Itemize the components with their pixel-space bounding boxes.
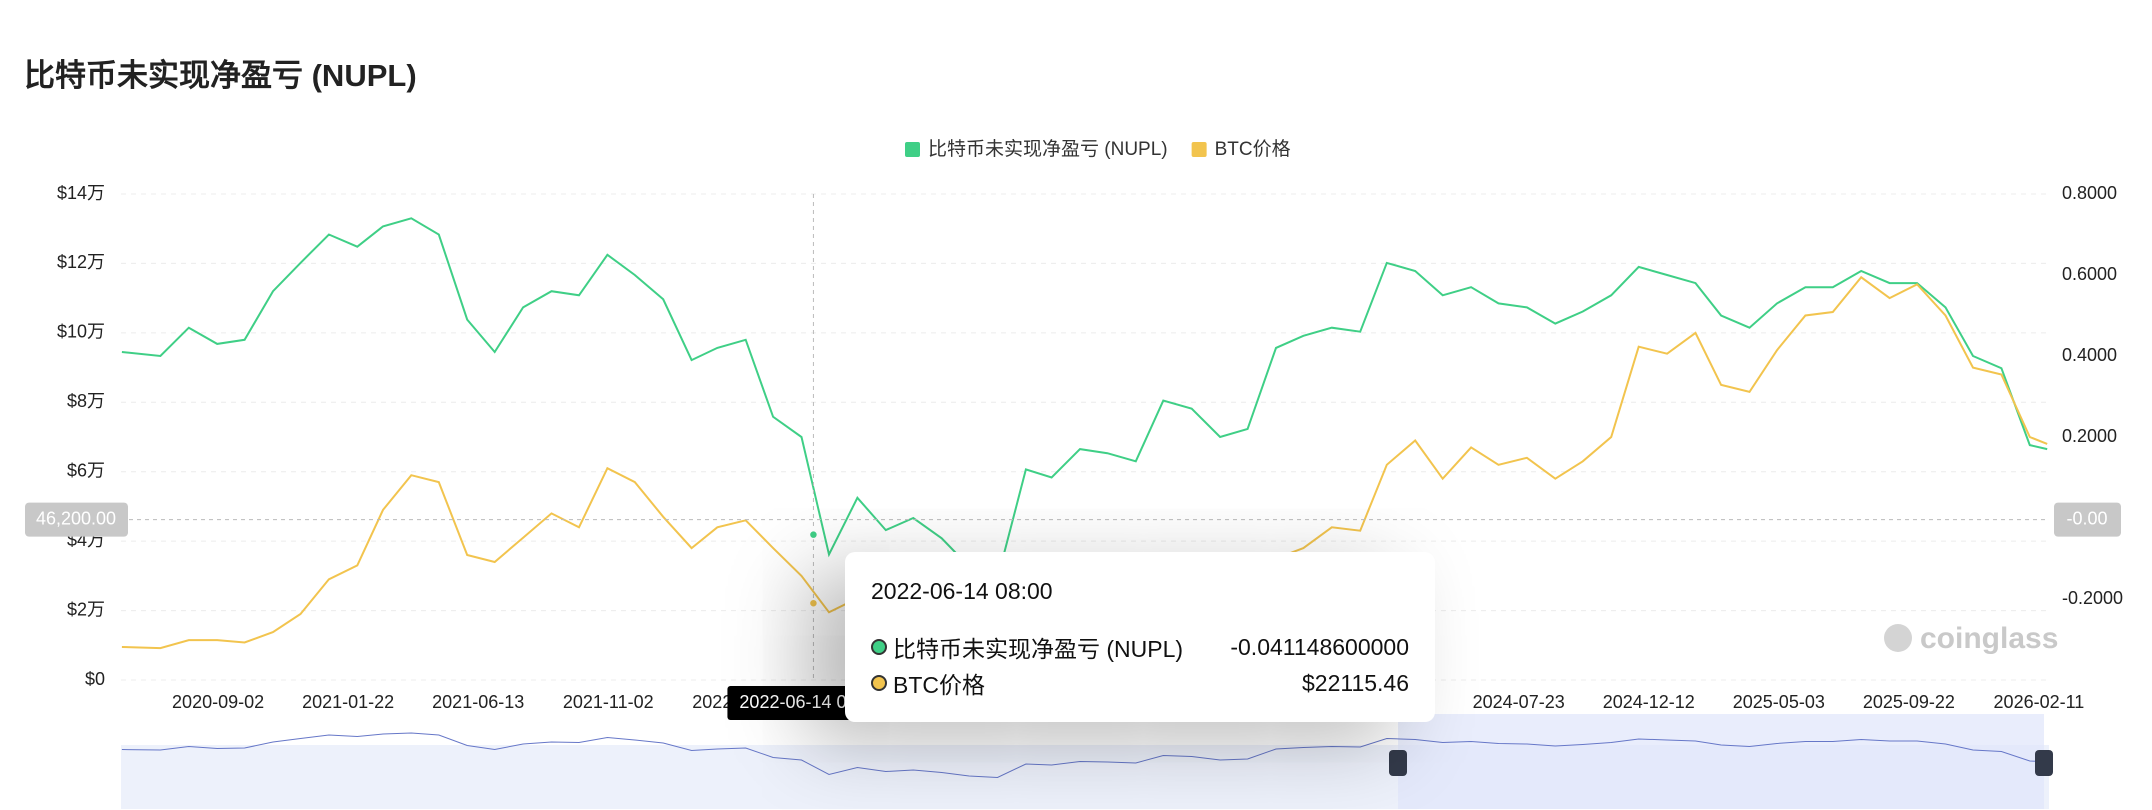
y-tick-label: $0: [85, 669, 105, 689]
watermark: coinglass: [1920, 622, 2058, 655]
y2-tick-label: 0.2000: [2062, 426, 2117, 446]
tooltip-name: 比特币未实现净盈亏 (NUPL): [893, 636, 1184, 662]
legend-label: BTC价格: [1215, 138, 1291, 160]
y-tick-label: $12万: [57, 252, 105, 272]
y-tick-label: $14万: [57, 183, 105, 203]
navigator-window: [1398, 714, 2044, 809]
legend-swatch: [1191, 142, 1207, 157]
x-tick-label: 2021-11-02: [563, 692, 654, 712]
crosshair-y2-label: -0.00: [2066, 508, 2107, 528]
navigator-handle: [2035, 750, 2053, 776]
tooltip-row: BTC价格 $22115.46: [871, 665, 1409, 701]
navigator-line: [121, 732, 2048, 779]
x-tick-label: 2024-12-12: [1603, 692, 1695, 712]
tooltip-value: -0.041148600000: [1230, 633, 1409, 660]
tooltip-name: BTC价格: [893, 672, 985, 698]
y-tick-label: $8万: [67, 391, 105, 411]
tooltip-dot: [871, 639, 887, 655]
x-tick-label: 2026-02-11: [1994, 692, 2085, 712]
series-line: [121, 217, 2048, 581]
y-tick-label: $2万: [67, 599, 105, 619]
chart-title: 比特币未实现净盈亏 (NUPL): [24, 58, 417, 93]
tooltip-title: 2022-06-14 08:00: [871, 578, 1053, 604]
tooltip-value: $22115.46: [1301, 669, 1409, 696]
x-tick-label: 2021-01-22: [302, 692, 394, 712]
crosshair-y-label: 46,200.00: [36, 508, 116, 528]
legend-label: 比特币未实现净盈亏 (NUPL): [928, 138, 1168, 160]
y-tick-label: $10万: [57, 322, 105, 342]
tooltip-row: 比特币未实现净盈亏 (NUPL) -0.041148600000: [871, 629, 1409, 665]
x-tick-label: 2025-09-22: [1863, 692, 1955, 712]
navigator-handle: [1389, 750, 1407, 776]
crosshair-point: [808, 529, 819, 540]
x-tick-label: 2025-05-03: [1733, 692, 1825, 712]
y2-tick-label: 0.8000: [2062, 183, 2117, 203]
x-tick-label: 2020-09-02: [172, 692, 264, 712]
x-tick-label: 2021-06-13: [432, 692, 524, 712]
x-tick-label: 2024-07-23: [1473, 692, 1565, 712]
y-tick-label: $6万: [67, 460, 105, 480]
legend-swatch: [905, 142, 920, 157]
tooltip-dot: [871, 675, 887, 691]
crosshair-point: [808, 598, 819, 608]
y2-tick-label: 0.4000: [2062, 345, 2117, 365]
y2-tick-label: 0.6000: [2062, 264, 2117, 284]
crosshair-y-box: [25, 502, 128, 537]
crosshair-y2-box: [2054, 502, 2121, 537]
watermark-logo: [1884, 624, 1912, 652]
legend: 比特币未实现净盈亏 (NUPL) BTC价格: [905, 138, 1291, 160]
y2-tick-label: -0.2000: [2062, 588, 2123, 608]
tooltip: 2022-06-14 08:00 比特币未实现净盈亏 (NUPL) -0.0411…: [845, 552, 1435, 722]
